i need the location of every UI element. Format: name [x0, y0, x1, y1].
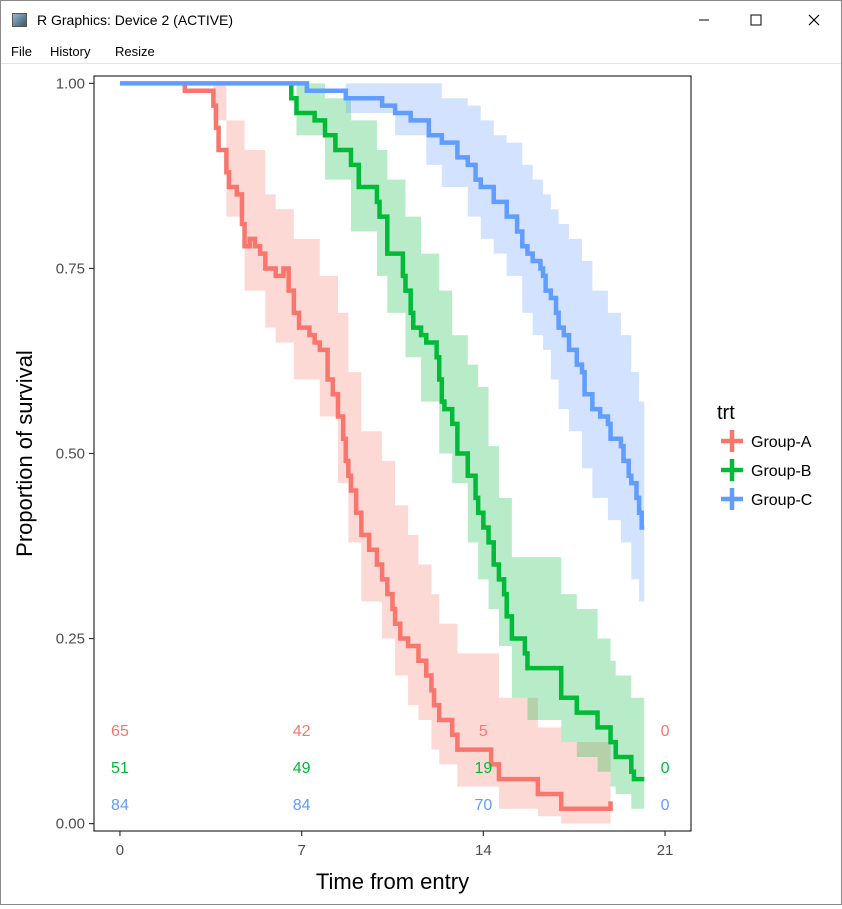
- y-tick-label: 0.75: [56, 260, 85, 277]
- survival-line-group-b: [289, 83, 645, 782]
- y-axis-title: Proportion of survival: [12, 350, 37, 557]
- close-button[interactable]: [791, 1, 837, 39]
- survival-chart: 0.00 0.25 0.50 0.75 1.00 0 7 14 21 Time from entr…: [12, 75, 812, 894]
- menu-resize[interactable]: Resize: [115, 44, 155, 59]
- window-title: R Graphics: Device 2 (ACTIVE): [37, 12, 234, 28]
- survival-line-group-a: [182, 83, 613, 812]
- y-tick-label: 0.25: [56, 631, 85, 648]
- risk-count-group-a: 65: [111, 723, 129, 740]
- ci-band-group-c: [119, 83, 645, 602]
- risk-count-group-b: 0: [661, 760, 670, 777]
- minimize-icon: [699, 19, 709, 21]
- legend-title: trt: [717, 402, 735, 424]
- close-icon: [808, 14, 820, 26]
- risk-count-group-c: 0: [661, 797, 670, 814]
- risk-count-group-c: 84: [293, 797, 311, 814]
- x-tick-label: 0: [116, 842, 124, 859]
- survival-line-group-c: [119, 81, 645, 530]
- menu-file[interactable]: File: [11, 44, 32, 59]
- legend-label-group-a: Group-A: [751, 434, 812, 451]
- legend-label-group-b: Group-B: [751, 463, 811, 480]
- title-bar[interactable]: R Graphics: Device 2 (ACTIVE): [1, 1, 841, 39]
- risk-count-group-c: 70: [474, 797, 492, 814]
- legend-label-group-c: Group-C: [751, 492, 812, 509]
- r-graphics-app-icon: [12, 13, 27, 27]
- risk-count-group-a: 42: [293, 723, 311, 740]
- risk-count-group-c: 84: [111, 797, 129, 814]
- menu-history[interactable]: History: [50, 44, 91, 59]
- plot-area: 0.00 0.25 0.50 0.75 1.00 0 7 14 21 Time from entr…: [1, 64, 841, 904]
- x-tick-label: 14: [475, 842, 492, 859]
- x-tick-label: 7: [297, 842, 305, 859]
- risk-count-group-b: 19: [474, 760, 492, 777]
- ci-band-group-b: [291, 83, 645, 809]
- menu-bar: File History Resize: [1, 39, 841, 64]
- y-tick-label: 1.00: [56, 75, 85, 92]
- x-tick-label: 21: [657, 842, 674, 859]
- risk-count-group-a: 0: [661, 723, 670, 740]
- risk-count-group-b: 49: [293, 760, 311, 777]
- maximize-icon: [750, 14, 762, 26]
- minimize-button[interactable]: [681, 1, 727, 39]
- risk-count-group-a: 5: [479, 723, 488, 740]
- ci-band-group-a: [184, 83, 611, 824]
- risk-count-group-b: 51: [111, 760, 129, 777]
- maximize-button[interactable]: [733, 1, 779, 39]
- x-axis-title: Time from entry: [316, 869, 469, 894]
- y-tick-label: 0.00: [56, 816, 85, 833]
- y-tick-label: 0.50: [56, 446, 85, 463]
